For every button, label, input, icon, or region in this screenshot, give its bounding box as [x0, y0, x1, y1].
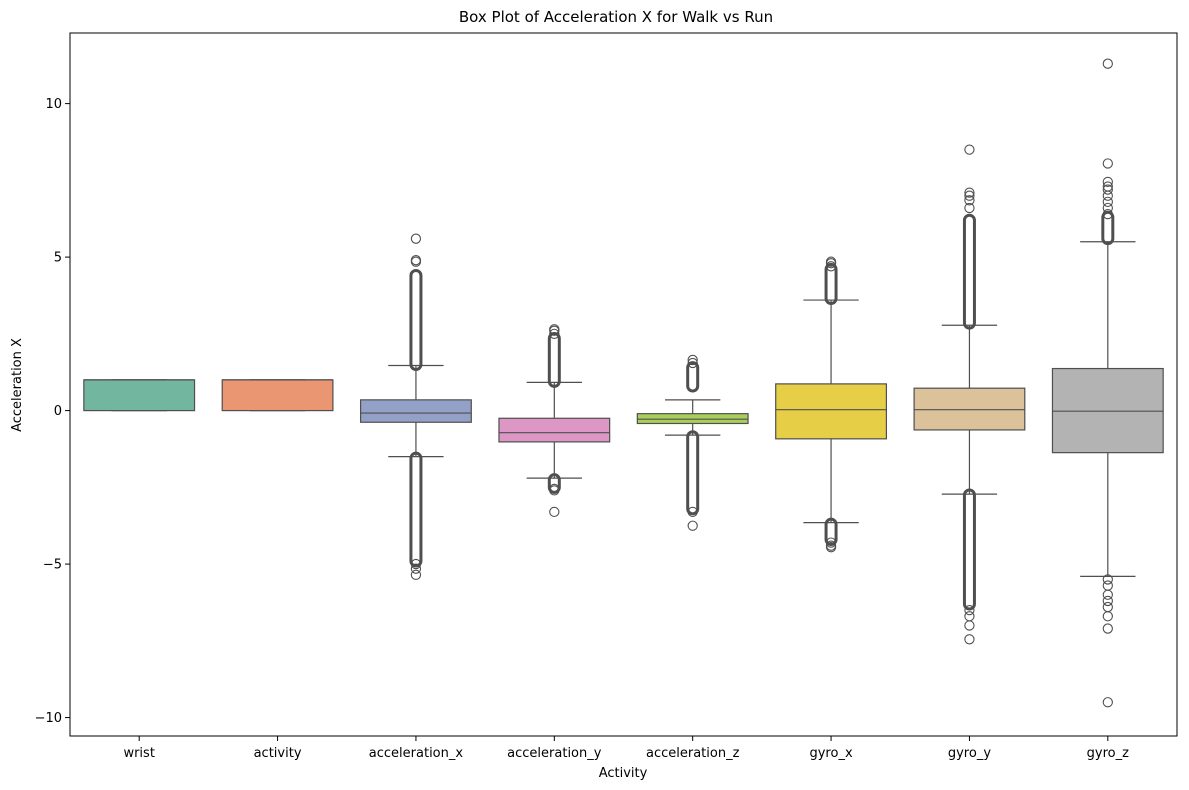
box-group-gyro-y	[913, 144, 1026, 645]
box	[1051, 367, 1164, 454]
box-group-wrist	[83, 379, 196, 412]
outlier-point	[1102, 623, 1113, 634]
outlier-point	[687, 520, 698, 531]
x-tick-label: acceleration_x	[369, 746, 464, 761]
y-tick-label: 5	[54, 251, 62, 266]
box-group-gyro-x	[775, 256, 888, 553]
x-axis: wrist activity acceleration_x acceleration_…	[123, 736, 1129, 761]
outlier-point	[964, 611, 975, 622]
x-tick-label: acceleration_y	[507, 746, 602, 761]
outlier-point	[964, 144, 975, 155]
outlier-point	[549, 485, 560, 496]
outlier-point	[825, 261, 837, 272]
outlier-point	[1102, 697, 1113, 708]
outlier-cluster-lower	[824, 517, 838, 547]
plot-area	[83, 58, 1164, 708]
box	[221, 379, 334, 412]
outlier-point	[1102, 58, 1113, 69]
outlier-point	[410, 563, 422, 574]
outlier-point	[1102, 595, 1113, 607]
box	[636, 413, 749, 425]
outlier-point	[549, 324, 560, 335]
outlier-point	[687, 506, 698, 518]
outlier-point	[1102, 158, 1113, 169]
outlier-point	[1102, 196, 1113, 207]
outlier-point	[1102, 611, 1113, 622]
outlier-point	[964, 620, 975, 631]
outlier-point	[687, 357, 698, 369]
outlier-point	[549, 328, 560, 339]
outlier-cluster-upper	[824, 262, 838, 306]
box-group-acceleration-z	[636, 354, 749, 531]
outlier-point	[1102, 574, 1113, 585]
outlier-cluster-lower	[547, 473, 561, 494]
box-group-acceleration-x	[359, 233, 472, 580]
plot-frame	[69, 32, 1178, 737]
outlier-point	[549, 506, 560, 518]
x-axis-label: Activity	[599, 766, 648, 781]
box-group-activity	[221, 379, 334, 412]
outlier-point	[410, 569, 422, 580]
outlier-point	[964, 195, 975, 206]
outlier-point	[1102, 202, 1113, 214]
y-tick-label: −10	[35, 711, 62, 726]
outlier-cluster-lower	[409, 451, 423, 568]
y-axis-label: Acceleration X	[10, 338, 25, 432]
y-tick-label: −5	[43, 558, 62, 573]
outlier-point	[964, 190, 975, 201]
x-tick-label: gyro_z	[1087, 746, 1129, 761]
outlier-point	[964, 187, 975, 198]
outlier-point	[964, 202, 975, 214]
outlier-point	[964, 634, 975, 645]
outlier-point	[1102, 601, 1113, 613]
y-tick-label: 10	[45, 97, 62, 112]
outlier-point	[410, 558, 422, 570]
outlier-point	[825, 537, 837, 548]
chart-title: Box Plot of Acceleration X for Walk vs R…	[459, 8, 773, 26]
outlier-cluster-upper	[409, 269, 423, 372]
outlier-point	[410, 233, 422, 244]
outlier-cluster-lower	[686, 430, 700, 516]
box-group-gyro-z	[1051, 58, 1164, 708]
outlier-cluster-upper	[686, 361, 700, 393]
outlier-point	[1102, 176, 1113, 188]
x-tick-label: acceleration_z	[646, 746, 740, 761]
x-tick-label: gyro_x	[809, 746, 852, 761]
outlier-point	[1102, 208, 1113, 220]
outlier-point	[1102, 580, 1113, 591]
box-group-acceleration-y	[498, 324, 611, 518]
outlier-point	[825, 542, 837, 553]
outlier-point	[825, 256, 837, 267]
box	[83, 379, 196, 412]
box	[359, 399, 472, 423]
x-tick-label: wrist	[123, 746, 154, 761]
y-tick-label: 0	[54, 404, 62, 419]
box	[775, 383, 888, 440]
outlier-point	[1102, 181, 1113, 192]
outlier-cluster-upper	[962, 213, 976, 330]
x-tick-label: gyro_y	[948, 746, 991, 761]
box	[498, 417, 611, 443]
outlier-cluster-upper	[547, 331, 561, 388]
y-axis: −10 −5 0 5 10	[35, 97, 70, 726]
box	[913, 387, 1026, 431]
outlier-point	[1102, 184, 1113, 195]
outlier-point	[1102, 589, 1113, 600]
outlier-point	[687, 354, 698, 366]
outlier-point	[410, 255, 422, 266]
outlier-cluster-lower	[962, 488, 976, 611]
x-tick-label: activity	[254, 746, 302, 761]
outlier-point	[964, 604, 975, 616]
